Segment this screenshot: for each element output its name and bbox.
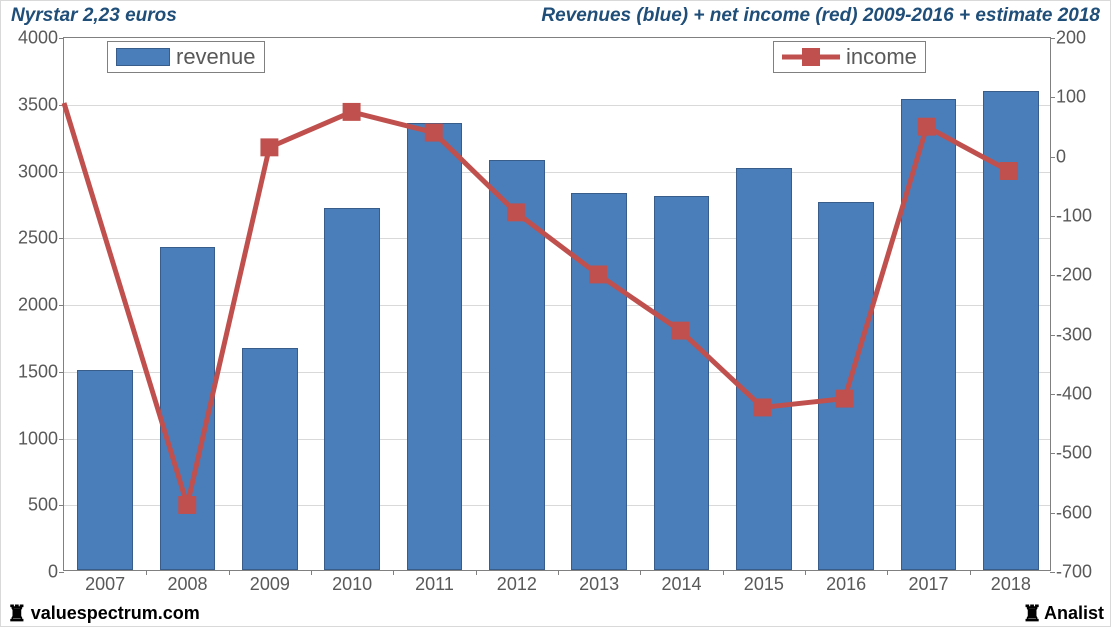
bar	[77, 370, 133, 570]
y-left-tick-label: 3500	[18, 94, 64, 115]
x-tick-label: 2008	[167, 570, 207, 595]
x-tick-label: 2018	[991, 570, 1031, 595]
legend-swatch-line	[782, 46, 840, 68]
y-right-tick-label: 0	[1050, 146, 1066, 167]
y-right-tick-label: -700	[1050, 562, 1092, 583]
x-tick-label: 2009	[250, 570, 290, 595]
bar	[818, 202, 874, 570]
y-right-tick-label: 200	[1050, 28, 1086, 49]
legend-label: income	[846, 44, 917, 70]
plot-area: 05001000150020002500300035004000-700-600…	[63, 37, 1051, 571]
x-tick-label: 2011	[415, 570, 454, 595]
rook-icon: ♜	[7, 603, 27, 625]
footer-right-text: Analist	[1044, 603, 1104, 624]
rook-icon: ♜	[1022, 603, 1042, 625]
bar	[489, 160, 545, 570]
footer-left: ♜ valuespectrum.com	[7, 602, 200, 624]
bar	[571, 193, 627, 570]
y-left-tick-label: 500	[28, 495, 64, 516]
y-left-tick-label: 0	[48, 562, 64, 583]
bar	[983, 91, 1039, 570]
income-marker	[260, 138, 278, 156]
bar	[407, 123, 463, 570]
x-tick-label: 2014	[661, 570, 701, 595]
chart-footer: ♜ valuespectrum.com ♜ Analist	[1, 600, 1110, 626]
bar	[160, 247, 216, 570]
footer-right: ♜ Analist	[1018, 602, 1104, 624]
y-right-tick-label: -300	[1050, 324, 1092, 345]
x-tick-label: 2010	[332, 570, 372, 595]
title-left: Nyrstar 2,23 euros	[11, 5, 177, 27]
x-tick-label: 2015	[744, 570, 784, 595]
y-left-tick-label: 3000	[18, 161, 64, 182]
legend-income: income	[773, 41, 926, 73]
y-right-tick-label: 100	[1050, 87, 1086, 108]
x-tick-label: 2016	[826, 570, 866, 595]
bar	[654, 196, 710, 570]
y-left-tick-label: 2500	[18, 228, 64, 249]
title-right: Revenues (blue) + net income (red) 2009-…	[541, 5, 1100, 27]
footer-left-text: valuespectrum.com	[31, 603, 200, 624]
x-tick-label: 2013	[579, 570, 619, 595]
y-right-tick-label: -400	[1050, 384, 1092, 405]
x-tick-label: 2007	[85, 570, 125, 595]
bar	[324, 208, 380, 570]
x-tick-label: 2012	[497, 570, 537, 595]
y-right-tick-label: -100	[1050, 206, 1092, 227]
y-right-tick-label: -600	[1050, 502, 1092, 523]
y-right-tick-label: -500	[1050, 443, 1092, 464]
chart-container: Nyrstar 2,23 euros Revenues (blue) + net…	[0, 0, 1111, 627]
legend-revenue: revenue	[107, 41, 265, 73]
y-right-tick-label: -200	[1050, 265, 1092, 286]
y-left-tick-label: 1500	[18, 361, 64, 382]
bar	[242, 348, 298, 570]
y-left-tick-label: 2000	[18, 295, 64, 316]
chart-header: Nyrstar 2,23 euros Revenues (blue) + net…	[1, 1, 1110, 31]
y-left-tick-label: 1000	[18, 428, 64, 449]
x-tick-label: 2017	[908, 570, 948, 595]
legend-label: revenue	[176, 44, 256, 70]
bar	[736, 168, 792, 570]
legend-swatch-bar	[116, 48, 170, 66]
y-left-tick-label: 4000	[18, 28, 64, 49]
bar	[901, 99, 957, 570]
